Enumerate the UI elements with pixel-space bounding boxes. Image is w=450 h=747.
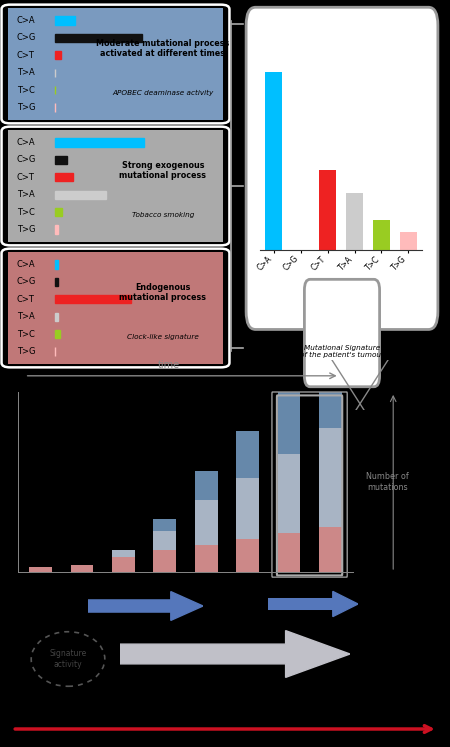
Text: C>G: C>G <box>17 155 36 164</box>
Bar <box>236 432 259 478</box>
Bar <box>55 155 67 164</box>
Bar <box>55 226 58 234</box>
Text: Clock-like signature: Clock-like signature <box>127 334 199 340</box>
Bar <box>195 500 217 545</box>
Bar <box>112 550 135 557</box>
Bar <box>153 550 176 572</box>
Text: T>A: T>A <box>17 68 34 77</box>
Text: T>G: T>G <box>17 103 35 112</box>
Polygon shape <box>268 592 358 616</box>
Bar <box>55 34 142 42</box>
Bar <box>71 565 94 572</box>
Bar <box>346 193 363 250</box>
Bar <box>153 531 176 550</box>
Bar <box>400 232 417 250</box>
Text: C>T: C>T <box>17 51 35 60</box>
Text: time: time <box>158 360 180 371</box>
Bar <box>55 51 61 60</box>
Bar <box>312 283 372 315</box>
Text: C>A: C>A <box>17 16 35 25</box>
Bar <box>55 330 60 338</box>
Text: Moderate mutational process
activated at different times: Moderate mutational process activated at… <box>96 39 230 58</box>
Bar <box>29 567 52 572</box>
Text: T>C: T>C <box>17 86 35 95</box>
Bar <box>319 170 336 250</box>
FancyBboxPatch shape <box>246 7 438 329</box>
Bar <box>55 312 58 321</box>
Text: APOBEC deaminase activity: APOBEC deaminase activity <box>112 90 213 96</box>
Text: C>T: C>T <box>17 295 35 304</box>
Bar <box>55 260 58 268</box>
Bar <box>278 453 300 533</box>
Text: C>A: C>A <box>17 260 35 269</box>
Bar <box>195 471 217 500</box>
Text: C>T: C>T <box>17 173 35 182</box>
Text: T>G: T>G <box>17 225 35 234</box>
Text: Strong exogenous
mutational process: Strong exogenous mutational process <box>119 161 206 180</box>
Text: Number of
mutations: Number of mutations <box>366 472 409 492</box>
Bar <box>319 428 342 527</box>
Bar <box>55 138 144 146</box>
Text: C>G: C>G <box>17 277 36 286</box>
Bar <box>236 539 259 572</box>
Bar <box>55 190 106 199</box>
Bar <box>112 557 135 572</box>
Bar <box>55 295 131 303</box>
Bar <box>55 278 58 286</box>
Bar <box>55 173 73 182</box>
Text: Signature
activity: Signature activity <box>50 649 86 669</box>
Bar <box>319 332 342 428</box>
Bar <box>55 208 62 217</box>
Text: T>A: T>A <box>17 312 34 321</box>
Text: C>G: C>G <box>17 34 36 43</box>
Text: Mutational Signature
of the patient's tumour: Mutational Signature of the patient's tu… <box>300 345 384 358</box>
Polygon shape <box>120 630 350 678</box>
Bar <box>278 533 300 572</box>
Bar <box>153 519 176 531</box>
Bar <box>265 72 282 250</box>
Bar <box>373 220 390 250</box>
Bar <box>195 545 217 572</box>
Bar <box>319 527 342 572</box>
Text: T>C: T>C <box>17 329 35 338</box>
Bar <box>278 385 300 453</box>
FancyBboxPatch shape <box>304 279 380 387</box>
Text: C>A: C>A <box>17 137 35 147</box>
Polygon shape <box>88 592 203 621</box>
Text: T>C: T>C <box>17 208 35 217</box>
Text: T>G: T>G <box>17 347 35 356</box>
Text: T>A: T>A <box>17 190 34 199</box>
Bar <box>55 16 75 25</box>
Bar <box>236 478 259 539</box>
Text: Tobacco smoking: Tobacco smoking <box>131 212 194 218</box>
Text: Endogenous
mutational process: Endogenous mutational process <box>119 282 206 302</box>
